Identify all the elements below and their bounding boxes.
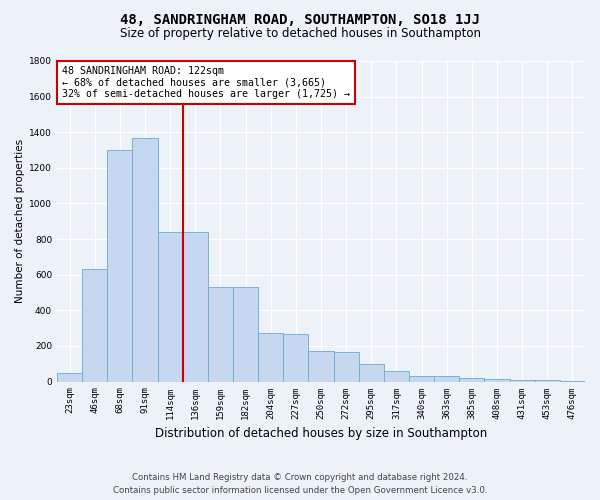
Bar	[258, 334, 283, 382]
Bar	[208, 287, 233, 382]
Bar	[535, 380, 560, 382]
Bar	[359, 364, 384, 382]
Y-axis label: Number of detached properties: Number of detached properties	[15, 139, 25, 304]
Bar	[560, 381, 585, 382]
Bar	[233, 287, 258, 382]
Bar	[57, 372, 82, 382]
Text: Size of property relative to detached houses in Southampton: Size of property relative to detached ho…	[119, 28, 481, 40]
Bar	[384, 371, 409, 382]
X-axis label: Distribution of detached houses by size in Southampton: Distribution of detached houses by size …	[155, 427, 487, 440]
Bar	[459, 378, 484, 382]
Bar	[158, 232, 183, 382]
Bar	[283, 334, 308, 382]
Bar	[107, 150, 133, 382]
Text: 48 SANDRINGHAM ROAD: 122sqm
← 68% of detached houses are smaller (3,665)
32% of : 48 SANDRINGHAM ROAD: 122sqm ← 68% of det…	[62, 66, 350, 99]
Bar	[82, 270, 107, 382]
Text: 48, SANDRINGHAM ROAD, SOUTHAMPTON, SO18 1JJ: 48, SANDRINGHAM ROAD, SOUTHAMPTON, SO18 …	[120, 12, 480, 26]
Bar	[409, 376, 434, 382]
Bar	[183, 232, 208, 382]
Bar	[133, 138, 158, 382]
Bar	[434, 376, 459, 382]
Bar	[484, 379, 509, 382]
Bar	[334, 352, 359, 382]
Bar	[308, 352, 334, 382]
Text: Contains HM Land Registry data © Crown copyright and database right 2024.
Contai: Contains HM Land Registry data © Crown c…	[113, 474, 487, 495]
Bar	[509, 380, 535, 382]
